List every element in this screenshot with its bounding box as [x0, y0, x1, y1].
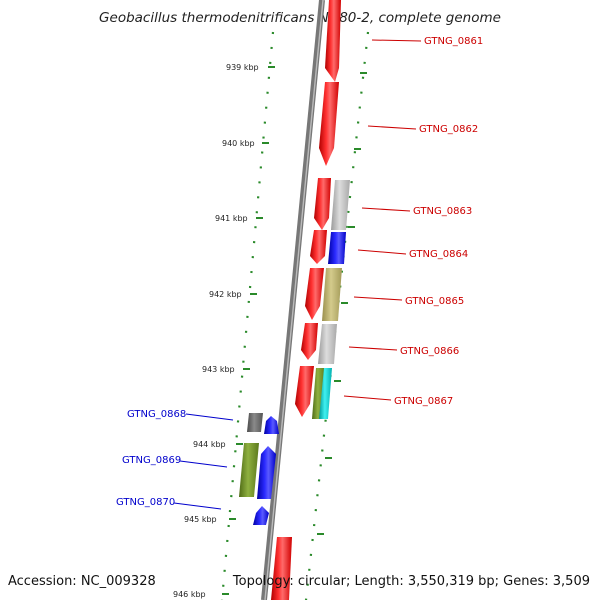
leader-line	[343, 395, 392, 401]
gene-label[interactable]: GTNG_0870	[116, 497, 175, 508]
gene-arrow-GTNG_0866[interactable]	[301, 323, 318, 360]
tick-mark	[317, 533, 324, 535]
accession-label: Accession: NC_009328	[8, 574, 156, 589]
leader-line	[179, 460, 228, 468]
tick-mark	[222, 593, 229, 595]
gene-label[interactable]: GTNG_0866	[400, 346, 459, 357]
tick-mark	[341, 302, 348, 304]
leader-line	[357, 249, 407, 255]
tick-mark	[229, 518, 236, 520]
reverse-strand-genes	[239, 413, 279, 525]
tick-label: 944 kbp	[193, 440, 226, 449]
leader-line	[371, 39, 422, 42]
tick-mark	[325, 457, 332, 459]
gene-block-GTNG_0869[interactable]	[239, 443, 259, 497]
gene-label[interactable]: GTNG_0865	[405, 296, 464, 307]
gene-label[interactable]: GTNG_0867	[394, 396, 453, 407]
gene-arrow-GTNG_0863[interactable]	[314, 178, 331, 230]
right-ruler-ticks	[317, 72, 367, 535]
gene-label[interactable]: GTNG_0868	[127, 409, 186, 420]
leader-line	[185, 413, 234, 421]
gene-block-0867-cyan[interactable]	[319, 368, 332, 419]
tick-mark	[360, 72, 367, 74]
gene-block-0864-paired[interactable]	[328, 232, 346, 264]
gene-arrow-GTNG_0870[interactable]	[253, 506, 269, 525]
leader-line	[353, 296, 403, 301]
gene-label[interactable]: GTNG_0864	[409, 249, 468, 260]
tick-mark	[268, 66, 275, 68]
gene-arrow-GTNG_0868[interactable]	[264, 416, 279, 434]
tick-mark	[354, 148, 361, 150]
gene-arrow-GTNG_0861[interactable]	[325, 0, 341, 82]
tick-mark	[250, 293, 257, 295]
gene-arrow-GTNG_0864[interactable]	[310, 230, 327, 264]
tick-label: 943 kbp	[202, 365, 235, 374]
leader-line	[361, 207, 411, 212]
gene-block-GTNG_0868[interactable]	[247, 413, 263, 432]
tick-mark	[236, 443, 243, 445]
tick-label: 939 kbp	[226, 63, 259, 72]
gene-arrow-GTNG_0867[interactable]	[295, 366, 314, 417]
tick-mark	[348, 226, 355, 228]
gene-block-0863-paired[interactable]	[331, 180, 350, 230]
gene-label[interactable]: GTNG_0862	[419, 124, 478, 135]
gene-arrow-GTNG_0862[interactable]	[319, 82, 339, 166]
scale-ticks: 939 kbp 940 kbp 941 kbp 942 kbp 943 kbp …	[173, 63, 275, 599]
tick-label: 945 kbp	[184, 515, 217, 524]
tick-label: 942 kbp	[209, 290, 242, 299]
genome-backbone-highlight	[264, 0, 324, 600]
gene-arrow-GTNG_0869[interactable]	[257, 446, 276, 499]
gene-arrow-GTNG_0865[interactable]	[305, 268, 324, 320]
leader-line	[348, 346, 398, 351]
leader-line	[367, 125, 417, 130]
gene-label[interactable]: GTNG_0869	[122, 455, 181, 466]
gene-block-0866-paired[interactable]	[318, 324, 337, 364]
tick-mark	[243, 368, 250, 370]
gene-block-0865-paired[interactable]	[322, 268, 342, 321]
tick-label: 940 kbp	[222, 139, 255, 148]
gene-label[interactable]: GTNG_0863	[413, 206, 472, 217]
genome-summary: Topology: circular; Length: 3,550,319 bp…	[232, 574, 590, 589]
genome-backbone	[261, 0, 325, 600]
gene-label[interactable]: GTNG_0861	[424, 36, 483, 47]
forward-strand-genes	[271, 0, 350, 600]
label-leaders	[173, 39, 422, 510]
left-ruler-track	[220, 31, 275, 600]
diagram-title: Geobacillus thermodenitrificans NG80-2, …	[99, 10, 501, 26]
tick-mark	[256, 217, 263, 219]
tick-mark	[334, 380, 341, 382]
gene-labels: GTNG_0861 GTNG_0862 GTNG_0863 GTNG_0864 …	[116, 36, 483, 508]
gene-arrow-next[interactable]	[271, 537, 292, 600]
tick-label: 941 kbp	[215, 214, 248, 223]
tick-mark	[262, 142, 269, 144]
tick-label: 946 kbp	[173, 590, 206, 599]
leader-line	[173, 502, 222, 510]
